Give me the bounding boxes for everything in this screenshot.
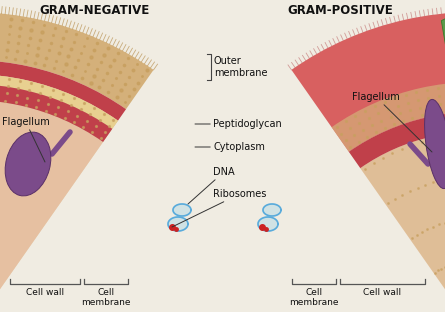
Text: Cell
membrane: Cell membrane <box>289 288 339 307</box>
Wedge shape <box>0 12 154 109</box>
Text: Flagellum: Flagellum <box>2 117 50 162</box>
Text: Pilus: Pilus <box>0 311 1 312</box>
Wedge shape <box>0 60 126 121</box>
Wedge shape <box>332 82 445 152</box>
Text: Flagellum: Flagellum <box>352 92 432 152</box>
Polygon shape <box>258 217 278 231</box>
Polygon shape <box>173 204 191 216</box>
Wedge shape <box>0 74 118 129</box>
Text: Outer
membrane: Outer membrane <box>214 56 267 78</box>
Text: Peptidoglycan: Peptidoglycan <box>195 119 282 129</box>
Polygon shape <box>263 204 281 216</box>
Wedge shape <box>0 100 103 312</box>
Ellipse shape <box>425 100 445 188</box>
Text: GRAM-POSITIVE: GRAM-POSITIVE <box>287 4 393 17</box>
Wedge shape <box>349 112 445 168</box>
Text: Ribosomes: Ribosomes <box>172 189 267 227</box>
Text: Cell wall: Cell wall <box>364 288 401 297</box>
Text: GRAM-NEGATIVE: GRAM-NEGATIVE <box>40 4 150 17</box>
Text: Cytoplasm: Cytoplasm <box>195 142 265 152</box>
Text: Pilus: Pilus <box>0 311 1 312</box>
Text: Cell
membrane: Cell membrane <box>81 288 131 307</box>
Wedge shape <box>0 74 118 142</box>
Polygon shape <box>441 17 445 56</box>
Ellipse shape <box>5 132 51 196</box>
Wedge shape <box>0 100 103 312</box>
Wedge shape <box>360 132 445 312</box>
Text: DNA: DNA <box>188 167 235 204</box>
Text: Cell wall: Cell wall <box>26 288 64 297</box>
Polygon shape <box>168 217 188 231</box>
Wedge shape <box>291 12 445 152</box>
Wedge shape <box>360 132 445 312</box>
Wedge shape <box>0 84 112 142</box>
